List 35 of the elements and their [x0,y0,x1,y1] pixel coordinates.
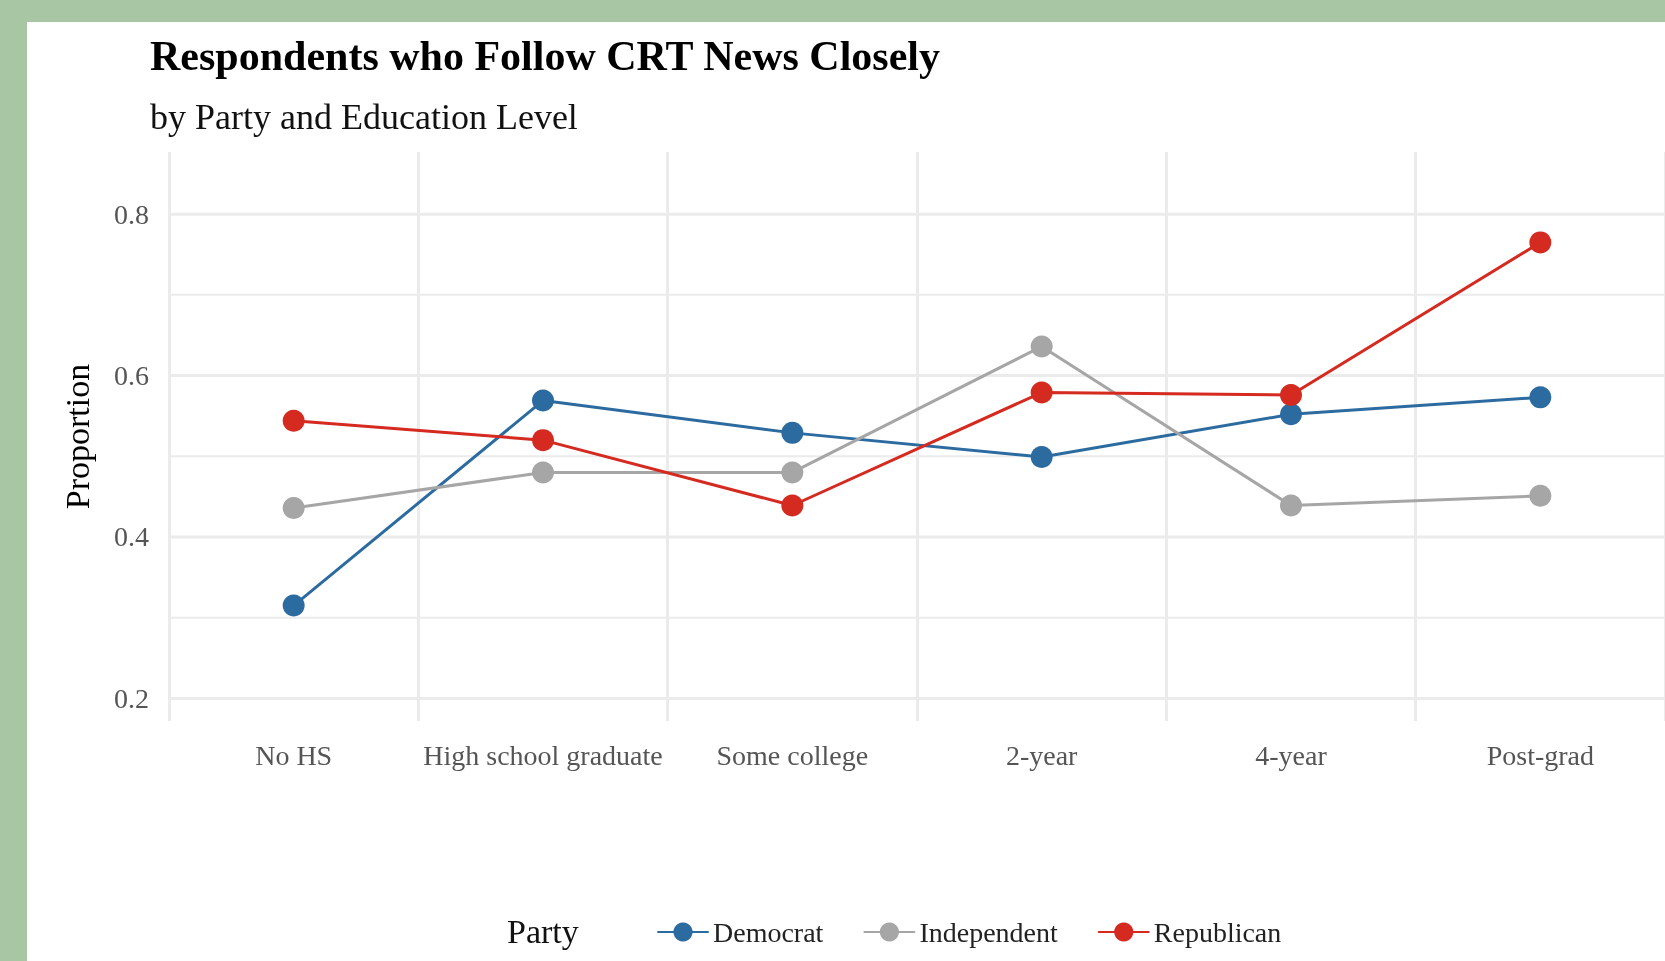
point [1030,381,1053,404]
x-tick-label: Post-grad [1486,739,1594,771]
y-tick-label: 0.4 [114,521,149,553]
point [781,461,804,484]
point [1030,335,1053,358]
legend-label: Republican [1153,916,1282,948]
y-tick-label: 0.8 [114,198,149,230]
point [781,421,804,444]
point [282,594,305,617]
point [1030,446,1053,469]
y-tick-label: 0.6 [114,360,149,392]
legend-label: Independent [919,916,1058,948]
legend-title: Party [507,912,579,950]
chart-subtitle: by Party and Education Level [150,97,578,137]
point [1280,383,1302,406]
point [1529,484,1552,507]
point [1280,403,1302,426]
point [532,429,554,452]
x-tick-label: 4-year [1255,739,1328,771]
point [1280,494,1302,517]
legend-label: Democrat [713,916,824,948]
point [532,461,554,484]
point [532,389,554,412]
point [282,409,305,432]
x-tick-label: High school graduate [423,739,663,771]
y-axis-title: Proportion [58,363,96,510]
x-tick-label: Some college [716,739,869,771]
x-tick-label: No HS [255,739,333,771]
point [1529,386,1552,409]
point [1529,231,1552,254]
y-tick-label: 0.2 [114,682,149,714]
x-tick-label: 2-year [1005,739,1079,771]
chart-title: Respondents who Follow CRT News Closely [150,33,940,79]
point [282,496,305,519]
point [781,494,804,517]
